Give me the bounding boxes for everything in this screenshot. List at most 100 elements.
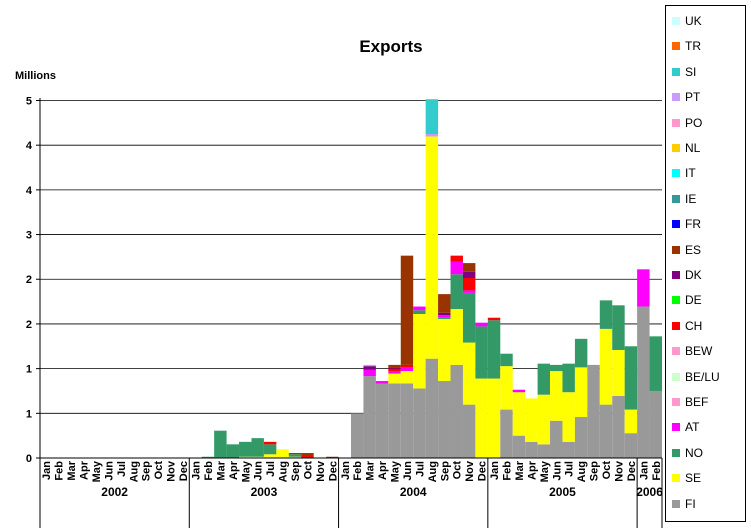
bar-se [512,392,526,436]
x-tick-label: Jan [340,461,352,480]
bar-pt [363,364,376,367]
bar-se [239,456,252,458]
bar-fi [462,404,476,458]
x-tick-label: May [539,460,551,482]
legend-label: UK [685,14,702,28]
bar-se [288,456,302,458]
x-tick-label: Dec [477,461,489,481]
legend-label: AT [685,420,700,435]
bar-at [512,389,526,393]
bar-se [599,328,613,405]
chart-title: Exports [359,37,422,56]
legend-item: NO [672,446,703,460]
x-tick-label: Nov [613,460,625,482]
year-label: 2006 [636,485,663,499]
bar-se [537,394,551,445]
bar-fi [525,441,538,458]
bar-at [375,381,389,384]
legend-swatch [672,169,680,178]
x-tick-label: Jun [103,461,115,481]
bar-es [326,456,339,458]
legend-label: PO [685,115,703,130]
bar-se [500,366,513,410]
legend-swatch [672,271,680,279]
x-tick-label: Oct [452,461,464,480]
bar-se [276,449,289,458]
y-tick-label: 0 [26,453,32,465]
bar-at [400,367,414,372]
y-tick-label: 1 [26,408,32,420]
y-tick-label: 2 [26,274,32,286]
legend-swatch [672,118,680,127]
bar-fi [574,417,588,458]
bar-no [550,364,563,372]
bar-si [425,99,439,134]
bar-fi [500,409,513,458]
bar-no [239,441,252,457]
bar-se [525,398,538,442]
bar-se [263,454,277,458]
x-tick-label: Nov [315,460,327,482]
bar-no [562,363,575,393]
legend-swatch [672,474,680,483]
legend-item: FI [672,497,696,511]
bar-no [537,363,551,395]
x-tick-label: Aug [576,461,588,482]
bar-ch [388,368,401,372]
legend-item: PO [672,116,702,130]
x-tick-label: Jul [116,461,128,477]
legend-item: DE [672,293,702,307]
bar-fi [599,404,613,458]
bar-fi [363,376,376,458]
legend-swatch [672,347,680,356]
x-tick-label: Dec [626,461,638,481]
legend-label: NO [685,445,703,460]
x-tick-label: May [390,460,402,482]
x-tick-label: Apr [228,460,240,480]
legend-item: IE [672,192,696,206]
x-tick-label: Oct [153,461,165,480]
bar-se [425,136,439,359]
legend-item: NL [672,141,700,155]
x-tick-label: May [240,460,252,482]
legend-swatch [672,17,680,25]
x-tick-label: Dec [178,461,190,481]
legend-label: TR [685,39,701,54]
legend-swatch [672,67,680,76]
bar-fi [438,381,451,458]
x-tick-label: Apr [526,460,538,480]
bar-no [649,336,662,391]
bar-dk [438,312,451,316]
bar-at [450,261,463,275]
gridlines [40,100,662,414]
bar-fi [637,306,650,458]
bar-no [263,444,277,455]
legend-label: BEF [685,395,709,409]
legend-item: BE/LU [672,370,720,384]
bar-fi [351,413,364,458]
x-tick-label: Nov [166,460,178,482]
bar-fi [537,444,551,458]
year-label: 2004 [400,485,427,499]
bar-ch [450,255,463,262]
x-tick-label: Jun [253,461,265,481]
bar-fi [413,388,426,458]
x-tick-label: Jun [402,461,414,481]
year-label: 2002 [101,485,128,499]
x-tick-label: Sep [589,461,601,481]
legend-swatch [672,296,680,305]
bar-no [462,292,476,343]
x-tick-label: Feb [502,461,514,481]
bar-fi [512,435,526,458]
x-tick-label: Sep [439,461,451,481]
bar-no [226,444,240,458]
x-tick-label: Aug [278,461,290,482]
bar-se [450,309,463,365]
bar-ch [487,317,501,321]
x-tick-label: Feb [54,461,66,481]
legend-item: FR [672,217,701,231]
legend-item: BEF [672,395,708,409]
legend-item: SE [672,471,701,485]
bar-se [475,378,488,458]
bar-fi [587,364,600,458]
